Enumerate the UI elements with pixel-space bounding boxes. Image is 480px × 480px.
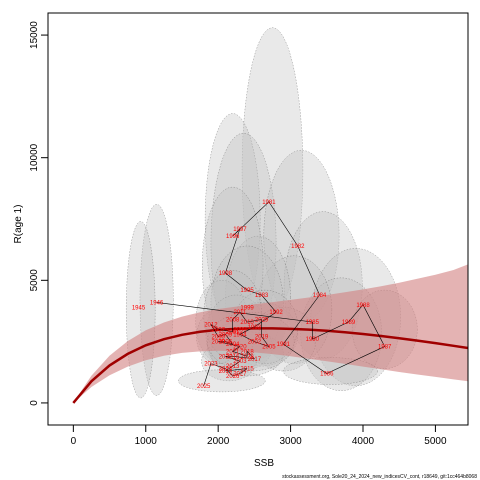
y-tick-label-0: 0 bbox=[29, 400, 40, 406]
path-layer bbox=[156, 201, 386, 386]
point-label-1998: 1998 bbox=[219, 271, 233, 277]
point-label-2001: 2001 bbox=[226, 330, 240, 336]
x-tick-label-0: 0 bbox=[71, 436, 77, 447]
point-label-2012: 2012 bbox=[204, 323, 218, 329]
point-label-1989: 1989 bbox=[342, 320, 356, 326]
point-label-1994: 1994 bbox=[233, 332, 247, 338]
point-label-1983: 1983 bbox=[255, 293, 269, 299]
point-label-1986: 1986 bbox=[320, 372, 334, 378]
point-label-2008: 2008 bbox=[226, 318, 240, 324]
point-label-1982: 1982 bbox=[291, 244, 305, 250]
band-layer bbox=[73, 264, 468, 403]
point-label-2013: 2013 bbox=[226, 364, 240, 370]
point-label-2099: 2099 bbox=[233, 327, 247, 333]
y-tick-label-15000: 15000 bbox=[29, 21, 40, 49]
y-axis: 0 5000 10000 15000 bbox=[29, 21, 49, 406]
point-label-2020: 2020 bbox=[233, 345, 247, 351]
point-label-1991: 1991 bbox=[277, 342, 291, 348]
point-label-2003: 2003 bbox=[233, 359, 247, 365]
point-label-1981: 1981 bbox=[262, 200, 276, 206]
x-tick-label-1000: 1000 bbox=[135, 436, 158, 447]
point-label-2004: 2004 bbox=[226, 342, 240, 348]
point-label-1987: 1987 bbox=[378, 345, 392, 351]
point-label-1995: 1995 bbox=[240, 288, 254, 294]
x-axis-title: SSB bbox=[254, 458, 274, 469]
point-label-2017: 2017 bbox=[248, 357, 262, 363]
point-label-2023: 2023 bbox=[204, 362, 218, 368]
x-tick-label-4000: 4000 bbox=[352, 436, 375, 447]
point-label-2011: 2011 bbox=[233, 310, 247, 316]
confidence-band bbox=[73, 264, 468, 403]
point-label-2022: 2022 bbox=[219, 354, 233, 360]
footnote: stockassessment.org, Sole20_24_2024_new_… bbox=[282, 474, 477, 480]
x-tick-label-3000: 3000 bbox=[279, 436, 302, 447]
stock-recruit-curve bbox=[72, 327, 468, 404]
point-label-2027: 2027 bbox=[233, 372, 247, 378]
point-label-2009: 2009 bbox=[219, 332, 233, 338]
y-axis-title: R(age 1) bbox=[13, 205, 24, 244]
confidence-ellipse-3 bbox=[210, 132, 277, 355]
point-label-1985: 1985 bbox=[306, 320, 320, 326]
curve-layer bbox=[72, 327, 468, 404]
point-label-2024: 2024 bbox=[219, 367, 233, 373]
point-label-2026: 2026 bbox=[226, 374, 240, 380]
point-label-1999: 1999 bbox=[240, 305, 254, 311]
point-label-2021: 2021 bbox=[226, 349, 240, 355]
point-label-2030: 2030 bbox=[212, 340, 226, 346]
point-label-2002: 2002 bbox=[248, 340, 262, 346]
point-label-1946: 1946 bbox=[150, 300, 164, 306]
point-label-1997: 1997 bbox=[233, 227, 247, 233]
x-tick-label-2000: 2000 bbox=[207, 436, 230, 447]
confidence-ellipse-2 bbox=[204, 113, 261, 325]
confidence-ellipse-21 bbox=[178, 369, 266, 393]
point-label-2018: 2018 bbox=[240, 349, 254, 355]
point-label-1988: 1988 bbox=[356, 303, 370, 309]
point-label-1945: 1945 bbox=[132, 305, 146, 311]
point-label-2016: 2016 bbox=[226, 354, 240, 360]
point-label-2014: 2014 bbox=[219, 369, 233, 375]
point-label-2025: 2025 bbox=[197, 384, 211, 390]
point-label-2007: 2007 bbox=[212, 327, 226, 333]
point-label-1996: 1996 bbox=[226, 234, 240, 240]
point-label-2000: 2000 bbox=[212, 335, 226, 341]
time-series-path bbox=[156, 201, 386, 386]
x-axis: 0 1000 2000 3000 4000 5000 bbox=[71, 424, 447, 447]
x-tick-label-5000: 5000 bbox=[424, 436, 447, 447]
point-label-1992: 1992 bbox=[269, 310, 283, 316]
point-label-1993: 1993 bbox=[248, 325, 262, 331]
confidence-ellipse-13 bbox=[201, 186, 264, 345]
point-label-2006: 2006 bbox=[219, 340, 233, 346]
point-label-2019: 2019 bbox=[255, 335, 269, 341]
point-label-1984: 1984 bbox=[313, 293, 327, 299]
y-tick-label-10000: 10000 bbox=[29, 143, 40, 171]
confidence-ellipse-4 bbox=[263, 150, 340, 323]
y-tick-label-5000: 5000 bbox=[29, 269, 40, 292]
point-label-2028: 2028 bbox=[240, 354, 254, 360]
point-label-2010: 2010 bbox=[240, 320, 254, 326]
point-label-2015: 2015 bbox=[240, 367, 254, 373]
point-label-1990: 1990 bbox=[306, 337, 320, 343]
point-label-layer: 1981 1982 1983 1984 1985 1986 1987 1988 1989 1990… bbox=[132, 200, 392, 390]
point-label-2005: 2005 bbox=[262, 345, 276, 351]
point-label-2029: 2029 bbox=[255, 318, 269, 324]
